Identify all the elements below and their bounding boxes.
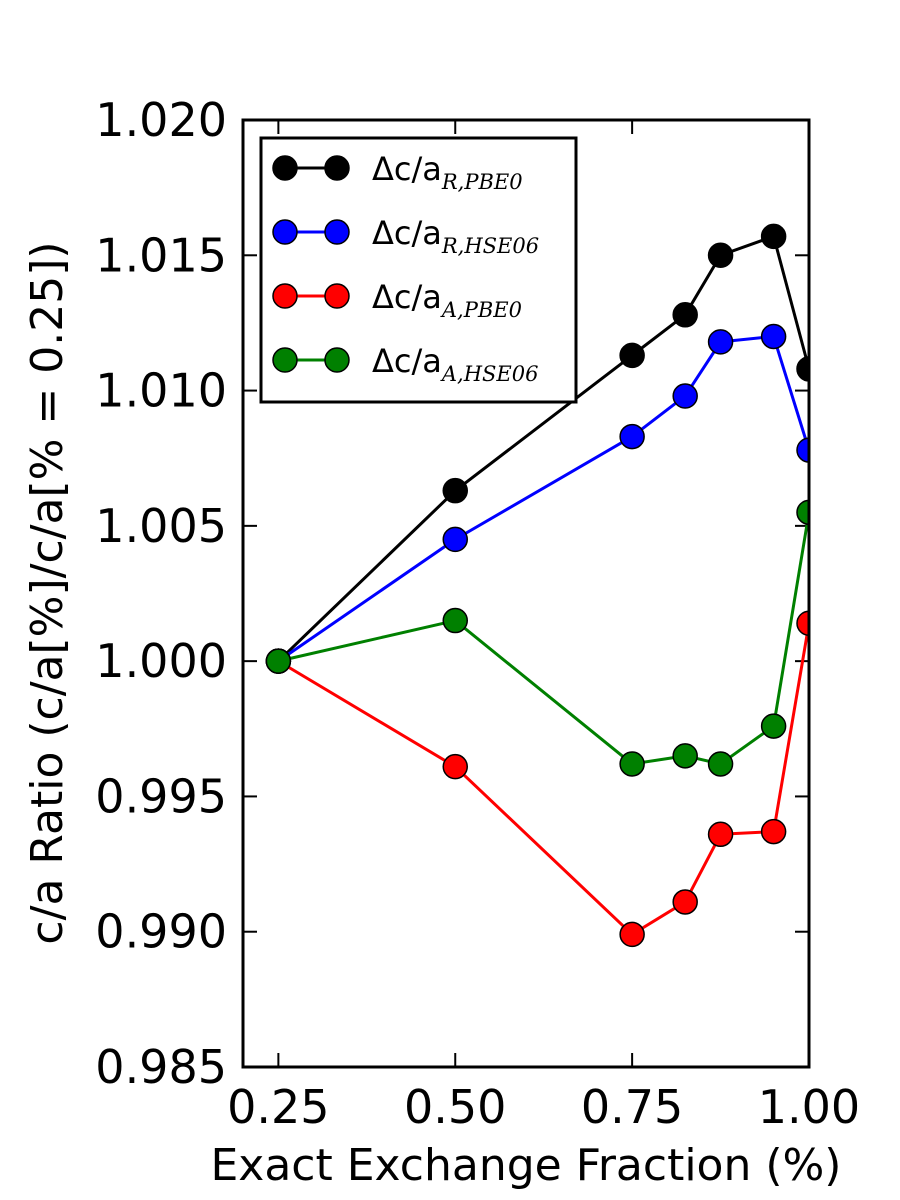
y-tick-label: 1.000: [95, 634, 227, 688]
x-tick-label: 0.75: [581, 1080, 683, 1134]
series-layer: [265, 223, 809, 948]
y-axis-title: c/a Ratio (c/a[%]/c/a[% = 0.25]): [22, 241, 73, 944]
data-point: [619, 751, 645, 777]
legend-marker: [324, 219, 350, 245]
tick-labels-layer: 0.985 0.990 0.995 1.000 1.005 1.010 1.015 1.020…: [95, 93, 860, 1134]
legend-subscript: R,HSE06: [441, 234, 539, 258]
legend: Δc/aR,PBE0Δc/aR,HSE06Δc/aA,PBE0Δc/aA,HSE…: [259, 136, 578, 404]
data-point: [442, 607, 468, 634]
legend-marker: [324, 155, 350, 181]
y-tick-label: 1.010: [95, 364, 227, 418]
data-point: [672, 889, 698, 915]
legend-marker: [324, 347, 350, 373]
y-tick-label: 1.020: [95, 93, 227, 147]
data-point: [672, 743, 698, 769]
data-point: [796, 437, 809, 463]
legend-marker: [272, 347, 298, 373]
data-point: [265, 648, 292, 674]
x-tick-label: 0.50: [404, 1080, 506, 1134]
series-line-3: [278, 512, 809, 766]
y-tick-label: 0.985: [95, 1040, 227, 1094]
legend-subscript: A,PBE0: [440, 298, 522, 322]
data-point: [760, 818, 787, 845]
y-tick-label: 1.005: [95, 499, 227, 553]
data-point: [760, 323, 787, 350]
data-point: [619, 921, 645, 948]
data-point: [619, 342, 645, 369]
y-tick-label: 0.990: [95, 905, 227, 959]
legend-marker: [272, 155, 298, 181]
data-point: [707, 821, 734, 848]
data-point: [796, 610, 809, 637]
data-point: [796, 499, 809, 526]
data-point: [707, 329, 734, 355]
x-tick-label: 1.00: [758, 1080, 860, 1134]
x-tick-label: 0.25: [227, 1080, 329, 1134]
y-tick-label: 1.015: [95, 228, 227, 282]
series-line-2: [277, 623, 809, 936]
data-point: [760, 223, 787, 250]
data-point: [442, 526, 468, 553]
x-axis-title: Exact Exchange Fraction (%): [211, 1140, 842, 1191]
data-point: [796, 356, 809, 382]
data-point: [707, 242, 734, 269]
data-point: [619, 423, 645, 450]
data-point: [442, 753, 468, 780]
data-point: [442, 477, 468, 504]
legend-marker: [324, 283, 350, 309]
data-point: [707, 751, 734, 777]
data-point: [672, 383, 698, 409]
y-tick-label: 0.995: [95, 769, 227, 823]
legend-marker: [272, 283, 298, 309]
data-point: [760, 713, 787, 739]
data-point: [672, 302, 698, 328]
legend-marker: [272, 219, 298, 245]
legend-subscript: A,HSE06: [440, 362, 539, 386]
legend-subscript: R,PBE0: [441, 170, 523, 194]
plot-frame: [241, 118, 811, 1069]
legend-frame: [259, 136, 578, 404]
